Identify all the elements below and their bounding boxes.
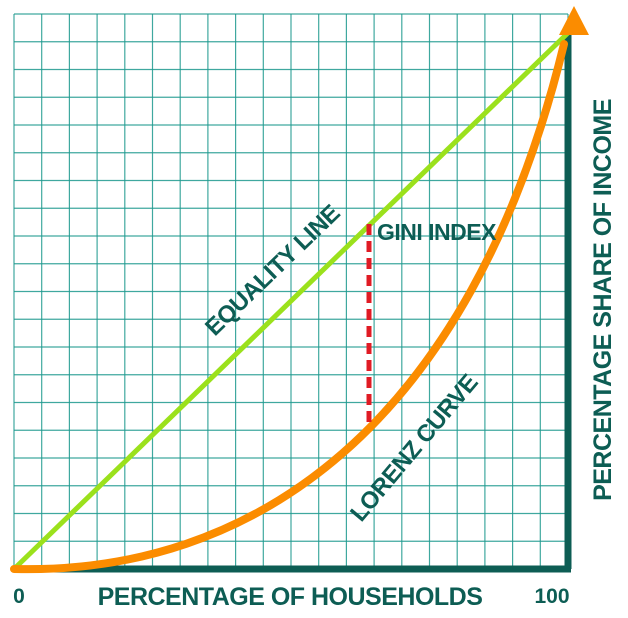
y-axis-label: PERCENTAGE SHARE OF INCOME [589, 99, 617, 501]
gini-index-label: GINI INDEX [377, 219, 497, 245]
origin-label: 0 [13, 585, 25, 608]
x-axis-label: PERCENTAGE OF HOUSEHOLDS [98, 583, 483, 611]
x-max-label: 100 [534, 585, 569, 608]
arrow-head [559, 6, 589, 35]
lorenz-curve-label: LORENZ CURVE [345, 369, 484, 527]
equality-line [11, 27, 574, 572]
grid [13, 13, 569, 570]
lorenz-curve [10, 40, 568, 574]
